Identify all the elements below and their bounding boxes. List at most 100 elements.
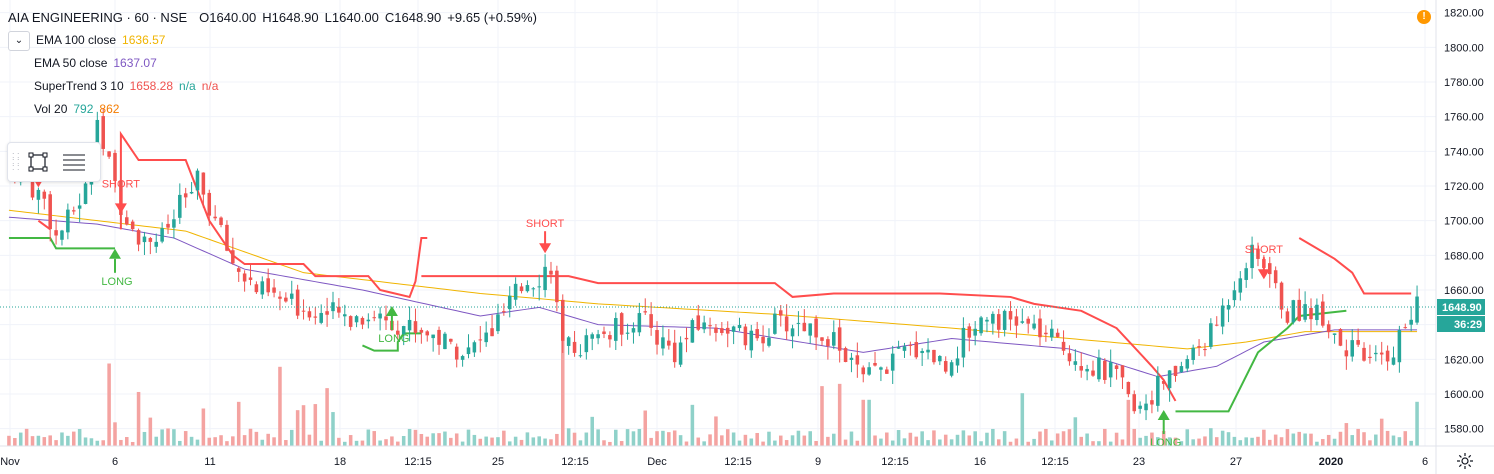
volume-bar [790, 435, 795, 446]
rectangle-tool-icon[interactable] [20, 147, 56, 177]
candle-body [808, 323, 812, 336]
volume-bar [101, 440, 105, 446]
volume-bar [737, 440, 742, 446]
volume-bar [1161, 430, 1166, 446]
candle-body [213, 216, 217, 219]
volume-bar [943, 434, 948, 446]
volume-bar [401, 435, 406, 446]
candle-body [401, 326, 406, 335]
candle-body [1321, 301, 1325, 326]
indicator-supertrend[interactable]: SuperTrend 3 10 1658.28 n/a n/a [34, 75, 537, 98]
candle-body [77, 205, 82, 209]
volume-bar [955, 434, 960, 446]
candle-body [1285, 311, 1290, 323]
candle-body [107, 151, 111, 157]
candle-body [231, 250, 235, 264]
indicator-ema50[interactable]: EMA 50 close 1637.07 [34, 52, 537, 75]
candle-body [1279, 282, 1284, 310]
volume-bar [148, 417, 153, 446]
volume-bar [1144, 435, 1148, 446]
candle-body [560, 299, 565, 341]
candle-body [684, 337, 689, 340]
candle-body [973, 328, 977, 336]
volume-bar [83, 437, 88, 446]
candle-body [1350, 340, 1355, 357]
settings-lines-icon[interactable] [56, 147, 92, 177]
price-axis: 1820.00 1800.00 1780.00 1760.00 1740.00 1720.… [1444, 8, 1484, 436]
time-tick-label: 12:15 [724, 456, 752, 468]
candle-body [914, 342, 919, 358]
candle-body [219, 217, 223, 225]
volume-bar [560, 336, 565, 446]
candle-body [1103, 360, 1107, 380]
candle-body [360, 317, 365, 325]
time-tick-label: Dec [647, 456, 667, 468]
volume-bar [1344, 423, 1349, 446]
price-tick-label: 1620.00 [1444, 354, 1484, 366]
gear-icon[interactable] [1456, 452, 1474, 470]
volume-bar [932, 430, 936, 446]
alert-warning-icon[interactable]: ! [1417, 10, 1431, 24]
volume-bar [1197, 438, 1201, 446]
volume-bar [855, 440, 860, 446]
candle-body [466, 347, 471, 355]
symbol-name[interactable]: AIA ENGINEERING · 60 · NSE [8, 10, 188, 25]
candle-body [142, 236, 147, 243]
candle-body [690, 320, 695, 343]
supertrend-down-segment [1298, 237, 1412, 295]
candle-body [979, 317, 983, 334]
candle-body [207, 192, 212, 216]
time-axis: Nov 6 11 18 12:15 25 12:15 Dec 12:15 9 12:15 16 12:1… [0, 456, 1428, 468]
candle-body [784, 316, 789, 332]
volume-bar [231, 436, 235, 446]
candle-body [1132, 394, 1137, 412]
ema-50-path [8, 216, 1418, 378]
candle-body [1415, 296, 1419, 323]
candle-body [1144, 403, 1148, 411]
volume-bar [914, 436, 919, 446]
candle-body [95, 119, 100, 158]
candle-body [1097, 357, 1101, 380]
volume-bar [926, 440, 930, 446]
candle-body [248, 277, 253, 280]
candle-body [1338, 328, 1343, 346]
volume-bar [425, 436, 430, 446]
candle-body [125, 217, 129, 225]
candle-body [1220, 305, 1225, 327]
last-price-text: 1648.90 [1442, 302, 1482, 314]
candle-body [749, 330, 754, 351]
drawing-toolbox[interactable]: : :: :: : [7, 142, 101, 182]
candle-body [1267, 263, 1272, 275]
volume-bar [920, 431, 924, 446]
candle-body [1120, 365, 1125, 378]
candle-body [354, 316, 359, 323]
drag-handle-icon[interactable]: : :: :: : [12, 150, 20, 172]
time-tick-label: 2020 [1319, 456, 1343, 468]
volume-bar [119, 439, 123, 446]
volume-bar [154, 436, 159, 446]
indicator-ema100[interactable]: ⌄ EMA 100 close 1636.57 [8, 29, 537, 52]
candle-body [926, 349, 930, 353]
chevron-down-icon[interactable]: ⌄ [8, 30, 30, 51]
volume-bar [460, 441, 465, 446]
volume-bar [89, 438, 94, 446]
candle-body [519, 286, 524, 292]
volume-bar [449, 437, 453, 446]
volume-bar [1273, 434, 1278, 446]
candle-body [449, 338, 453, 342]
volume-bar [490, 437, 494, 446]
candle-body [1344, 350, 1349, 357]
volume-bar [1067, 429, 1072, 446]
supertrend-down-segment [119, 130, 428, 299]
volume-bar [325, 388, 329, 446]
candle-body [1409, 319, 1413, 325]
volume-bar [213, 437, 217, 446]
candle-body [708, 325, 712, 327]
volume-bar [778, 435, 783, 446]
indicator-volume[interactable]: Vol 20 792 862 [34, 98, 537, 121]
volume-bar [219, 435, 223, 446]
volume-bar [731, 432, 736, 446]
candle-body [1061, 341, 1066, 351]
volume-bar [24, 428, 29, 446]
candle-body [1073, 361, 1078, 365]
